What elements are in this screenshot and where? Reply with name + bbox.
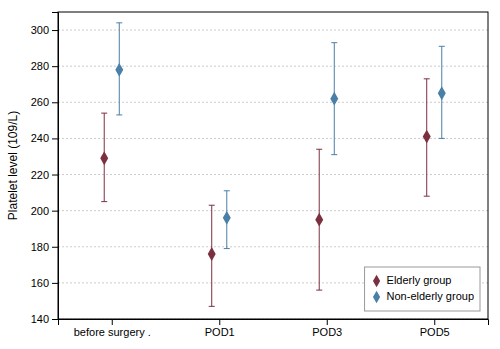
y-tick-label: 260 bbox=[31, 96, 49, 108]
error-cap-upper bbox=[116, 22, 122, 23]
y-tick: 140 bbox=[31, 313, 58, 325]
y-axis-title: Platelet level (109/L) bbox=[6, 111, 20, 220]
y-tick: 240 bbox=[31, 132, 58, 144]
error-cap-lower bbox=[316, 290, 322, 291]
y-tick-label: 140 bbox=[31, 313, 49, 325]
y-tick-mark bbox=[52, 138, 58, 139]
error-cap-lower bbox=[209, 306, 215, 307]
x-tick-mark bbox=[219, 319, 220, 325]
legend-item: Non-elderly group bbox=[373, 290, 474, 303]
x-tick-label: POD5 bbox=[420, 326, 450, 338]
error-cap-upper bbox=[224, 190, 230, 191]
y-tick: 220 bbox=[31, 169, 58, 181]
y-tick-mark bbox=[52, 66, 58, 67]
error-cap-lower bbox=[424, 196, 430, 197]
legend-item: Elderly group bbox=[373, 274, 451, 287]
y-tick-mark bbox=[52, 283, 58, 284]
legend-label: Elderly group bbox=[387, 274, 452, 286]
y-tick: 280 bbox=[31, 60, 58, 72]
grid-line bbox=[58, 210, 488, 211]
legend-frame bbox=[365, 267, 480, 311]
y-tick-mark bbox=[52, 319, 58, 320]
error-cap-lower bbox=[331, 154, 337, 155]
point bbox=[115, 63, 123, 77]
error-cap-upper bbox=[439, 46, 445, 47]
legend-marker bbox=[373, 291, 380, 303]
legend-marker bbox=[373, 275, 380, 287]
y-tick: 300 bbox=[31, 24, 58, 36]
y-tick-label: 200 bbox=[31, 205, 49, 217]
grid-line bbox=[58, 102, 488, 103]
x-tick: POD5 bbox=[420, 319, 450, 338]
x-axis-line bbox=[59, 320, 489, 326]
legend: Elderly group Non-elderly group bbox=[365, 267, 480, 311]
error-cap-upper bbox=[101, 113, 107, 114]
grid bbox=[58, 30, 488, 319]
y-tick-mark bbox=[52, 30, 58, 31]
x-tick-label: POD3 bbox=[312, 326, 342, 338]
y-tick-label: 280 bbox=[31, 60, 49, 72]
x-tick: before surgery . bbox=[74, 319, 151, 338]
x-tick-label: before surgery . bbox=[74, 326, 151, 338]
x-tick-mark bbox=[434, 319, 435, 325]
error-cap-upper bbox=[424, 78, 430, 79]
y-tick-label: 160 bbox=[31, 277, 49, 289]
x-tick: POD3 bbox=[312, 319, 342, 338]
x-tick-label: POD1 bbox=[205, 326, 235, 338]
legend-label: Non-elderly group bbox=[387, 290, 474, 302]
error-cap-upper bbox=[209, 205, 215, 206]
error-cap-lower bbox=[116, 114, 122, 115]
point bbox=[100, 151, 108, 165]
error-cap-lower bbox=[439, 138, 445, 139]
chart: 140 160 180 200 220 240 260 280 300 before surger… bbox=[0, 0, 500, 349]
y-tick-label: 240 bbox=[31, 132, 49, 144]
plot-frame bbox=[58, 12, 488, 319]
grid-line bbox=[58, 174, 488, 175]
y-tick-label: 180 bbox=[31, 241, 49, 253]
y-tick-label: 300 bbox=[31, 24, 49, 36]
x-axis: before surgery . POD1 POD3 POD5 bbox=[59, 319, 489, 338]
y-tick: 260 bbox=[31, 96, 58, 108]
error-cap-lower bbox=[101, 201, 107, 202]
x-tick: POD1 bbox=[205, 319, 235, 338]
error-cap-upper bbox=[331, 42, 337, 43]
grid-line bbox=[58, 30, 488, 31]
point bbox=[423, 130, 431, 144]
point bbox=[438, 86, 446, 100]
y-tick: 160 bbox=[31, 277, 58, 289]
x-tick-mark bbox=[112, 319, 113, 325]
point bbox=[315, 213, 323, 227]
series bbox=[115, 23, 445, 249]
y-axis: 140 160 180 200 220 240 260 280 300 bbox=[31, 13, 59, 326]
grid-line bbox=[58, 246, 488, 247]
y-tick-mark bbox=[52, 102, 58, 103]
error-cap-upper bbox=[316, 149, 322, 150]
y-tick-mark bbox=[52, 247, 58, 248]
y-tick-mark bbox=[52, 175, 58, 176]
grid-line bbox=[58, 66, 488, 67]
point bbox=[330, 92, 338, 106]
x-tick-mark bbox=[327, 319, 328, 325]
point bbox=[208, 247, 216, 261]
point bbox=[223, 211, 231, 225]
y-tick-mark bbox=[52, 211, 58, 212]
marks bbox=[100, 23, 446, 307]
y-tick: 200 bbox=[31, 205, 58, 217]
error-cap-lower bbox=[224, 248, 230, 249]
y-tick: 180 bbox=[31, 241, 58, 253]
grid-line bbox=[58, 138, 488, 139]
y-tick-label: 220 bbox=[31, 169, 49, 181]
